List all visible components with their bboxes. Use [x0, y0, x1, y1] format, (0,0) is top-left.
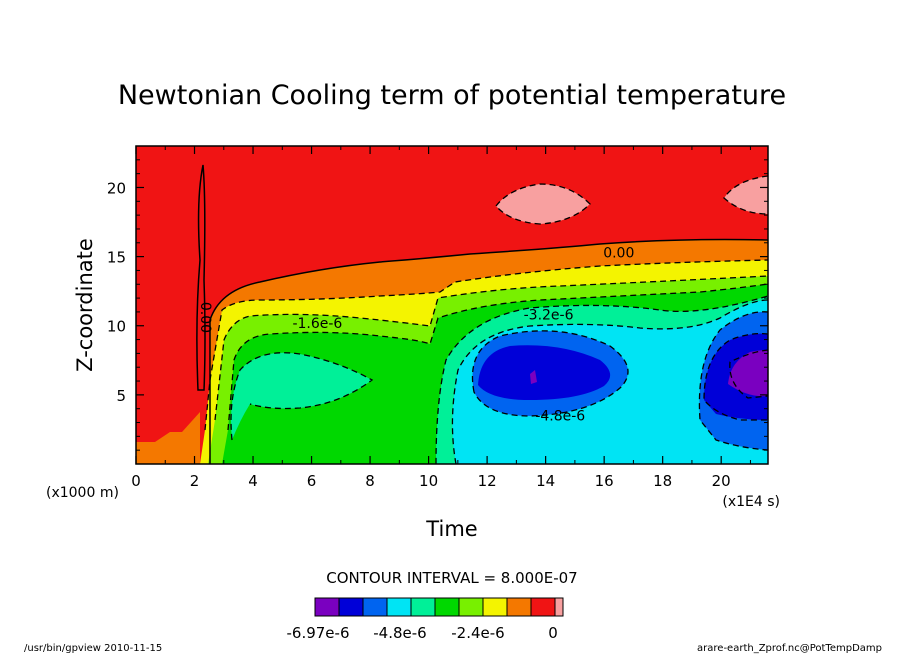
y-axis-unit: (x1000 m)	[46, 485, 119, 501]
plot-frame	[135, 145, 769, 465]
colorbar-labels: -6.97e-6 -4.8e-6 -2.4e-6 0	[287, 624, 558, 642]
contour-fill-orange-corner	[136, 412, 200, 464]
colorbar-swatch	[362, 597, 388, 617]
contour-fill-darkblue-mid	[478, 345, 611, 400]
contour-line-yellow	[204, 259, 769, 431]
y-tick-label: 15	[107, 249, 126, 267]
x-tick-label: 14	[536, 472, 555, 490]
colorbar-swatch	[554, 597, 564, 617]
colorbar-swatch	[482, 597, 508, 617]
x-tick-label: 4	[248, 472, 258, 490]
colorbar	[314, 597, 564, 617]
contour-line-pink-corner	[723, 175, 769, 215]
x-tick-label: 12	[478, 472, 497, 490]
contour-line-blue-mid	[471, 330, 629, 417]
x-tick-label: 6	[307, 472, 317, 490]
colorbar-label: -4.8e-6	[373, 624, 426, 642]
colorbar-swatch	[338, 597, 364, 617]
colorbar-swatch	[410, 597, 436, 617]
x-tick-label: 20	[712, 472, 731, 490]
contour-interval: CONTOUR INTERVAL = 8.000E-07	[326, 569, 577, 587]
contour-line-zero-vertical	[196, 164, 206, 391]
plot-area: 0.00 -1.6e-6 -3.2e-6 -4.8e-6 0.00	[135, 145, 769, 465]
contour-line-zero	[209, 238, 769, 464]
contour-line-green	[227, 283, 769, 431]
x-axis-unit: (x1E4 s)	[722, 494, 780, 510]
contour-label: -4.8e-6	[535, 409, 585, 425]
contour-line-purple-right	[729, 349, 769, 399]
x-tick-label: 16	[595, 472, 614, 490]
y-tick-label: 10	[107, 318, 126, 336]
colorbar-swatch	[434, 597, 460, 617]
contour-fill-purple-dot	[530, 370, 537, 384]
colorbar-label: -2.4e-6	[451, 624, 504, 642]
contour-label: -1.6e-6	[292, 316, 342, 332]
contour-fill-pink-corner	[724, 176, 768, 214]
contour-fill-purple-right	[728, 350, 768, 397]
contour-line-blue-right	[698, 311, 769, 451]
footer-left: /usr/bin/gpview 2010-11-15	[24, 643, 162, 654]
contour-fill-teal	[231, 352, 372, 440]
x-tick-label: 8	[365, 472, 375, 490]
x-tick-label: 0	[131, 472, 141, 490]
contour-labels: 0.00 -1.6e-6 -3.2e-6 -4.8e-6 0.00	[197, 245, 634, 425]
y-tick-label: 20	[107, 179, 126, 197]
contour-line-lightgreen	[214, 275, 769, 421]
contour-line-cyan	[451, 299, 769, 465]
colorbar-swatch	[458, 597, 484, 617]
contour-fill-pink-upper	[496, 184, 590, 224]
x-axis-label: Time	[425, 517, 477, 541]
contour-line-darkblue-right	[703, 332, 769, 421]
contour-line-pink-upper	[495, 183, 591, 225]
y-axis-ticks: 5 10 15 20	[107, 159, 768, 451]
colorbar-label: -6.97e-6	[287, 624, 350, 642]
chart-title: Newtonian Cooling term of potential temp…	[118, 80, 786, 111]
y-tick-label: 5	[116, 387, 126, 405]
contour-line-teal	[230, 352, 374, 441]
contour-line-teal-right	[435, 295, 769, 465]
x-tick-label: 18	[653, 472, 672, 490]
x-axis-ticks: 0 2 4 6 8 10 12 14 16 18 20	[131, 146, 751, 490]
colorbar-label: 0	[548, 624, 558, 642]
colorbar-swatch	[530, 597, 556, 617]
y-axis-label: Z-coordinate	[73, 238, 97, 372]
contour-label-vertical: 0.00	[197, 302, 213, 333]
contour-label: -3.2e-6	[524, 308, 574, 324]
colorbar-swatch	[506, 597, 532, 617]
x-tick-label: 10	[419, 472, 438, 490]
contour-label: 0.00	[603, 245, 634, 261]
x-tick-label: 2	[190, 472, 200, 490]
colorbar-swatch	[386, 597, 412, 617]
colorbar-swatch	[314, 597, 340, 617]
footer-right: arare-earth_Zprof.nc@PotTempDamp	[697, 643, 882, 654]
